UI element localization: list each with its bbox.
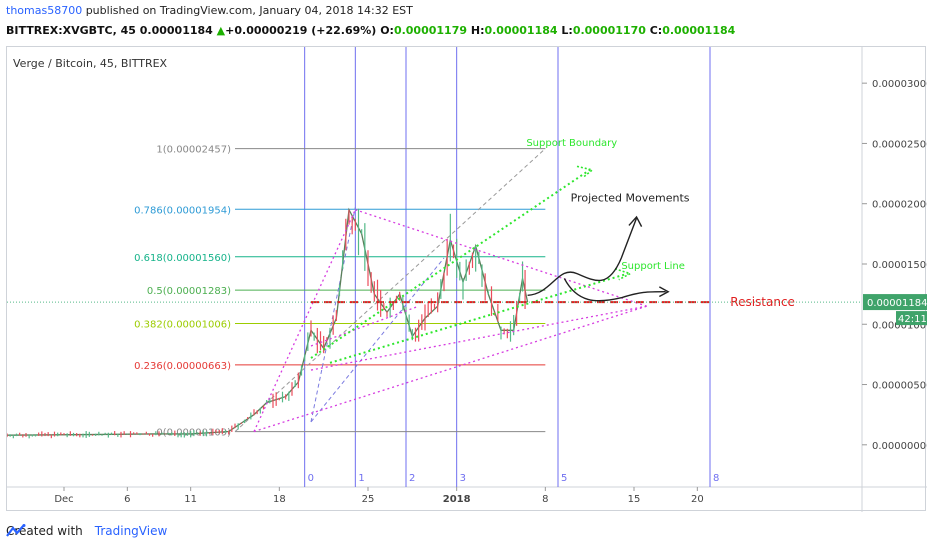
ohlc-bar: BITTREX:XVGBTC, 45 0.00001184 ▲+0.000002… (6, 24, 735, 37)
price-series (7, 207, 529, 436)
fan-line (310, 257, 445, 423)
x-tick-label: 2018 (443, 494, 471, 505)
last-price-tag-label: 0.00001184 (867, 298, 927, 309)
low-label: L: (561, 24, 573, 37)
trend-line-magenta (253, 305, 647, 433)
tradingview-link[interactable]: TradingView (94, 524, 168, 538)
projected-up-arrow-icon (628, 215, 643, 227)
fib-level-label: 0.5(0.00001283) (147, 286, 231, 297)
high-value: 0.00001184 (484, 24, 558, 37)
high-label: H: (470, 24, 485, 37)
trend-line-magenta (310, 305, 419, 347)
chart-canvas[interactable]: Verge / Bitcoin, 45, BITTREX 0.00003000 0.… (7, 47, 927, 512)
x-tick-label: Dec (54, 494, 73, 505)
support-line (329, 272, 628, 364)
y-tick-label: 0.00002500 (872, 139, 927, 150)
fib-time-label: 0 (308, 473, 314, 484)
support-line-arrow-icon (614, 268, 633, 281)
trend-line-magenta (253, 209, 356, 432)
close-label: C: (649, 24, 663, 37)
support-boundary-arrow-icon (576, 165, 594, 178)
x-tick-label: 11 (184, 494, 197, 505)
fib-time-label: 2 (409, 473, 415, 484)
footer: Created with TradingView (6, 524, 167, 538)
price-change: +0.00000219 (+22.69%) (225, 24, 377, 37)
y-tick-label: 0.00003000 (872, 79, 927, 90)
x-tick-label: 25 (362, 494, 375, 505)
low-value: 0.00001170 (572, 24, 646, 37)
y-tick-label: 0.00002000 (872, 200, 927, 211)
resistance-label: Resistance (730, 295, 795, 309)
fib-trend-line (234, 148, 546, 433)
projected-side-arrow-icon (658, 286, 670, 298)
y-tick-label: 0.00000000 (872, 441, 927, 452)
support-boundary-line (310, 169, 591, 359)
x-tick-label: 15 (628, 494, 641, 505)
y-tick-label: 0.00001500 (872, 260, 927, 271)
x-tick-label: 20 (691, 494, 704, 505)
last-price-tag (863, 294, 927, 311)
last-price: 0.00001184 (139, 24, 213, 37)
support-boundary-label: Support Boundary (526, 138, 617, 149)
fib-time-label: 3 (460, 473, 466, 484)
projected-path-up (527, 217, 638, 297)
symbol-label: BITTREX:XVGBTC, 45 (6, 24, 136, 37)
chart-title: Verge / Bitcoin, 45, BITTREX (13, 57, 168, 70)
publish-info: thomas58700 published on TradingView.com… (6, 4, 413, 17)
y-tick-label: 0.00001000 (872, 320, 927, 331)
y-tick-label: 0.00000500 (872, 381, 927, 392)
close-value: 0.00001184 (662, 24, 736, 37)
x-tick-label: 18 (273, 494, 286, 505)
fan-line (310, 207, 356, 423)
fib-level-label: 0.236(0.00000663) (134, 361, 231, 372)
created-with-label: Created with (6, 524, 83, 538)
author-link[interactable]: thomas58700 (6, 4, 83, 17)
fib-level-label: 0.618(0.00001560) (134, 253, 231, 264)
up-arrow-icon: ▲ (216, 24, 226, 37)
fib-level-label: 0.382(0.00001006) (134, 320, 231, 331)
open-value: 0.00001179 (393, 24, 468, 37)
fib-time-label: 5 (561, 473, 567, 484)
published-text: published on TradingView.com, January 04… (85, 4, 413, 17)
trend-line-magenta (310, 305, 647, 371)
trend-line-magenta (355, 209, 647, 307)
countdown-label: 42:11 (898, 314, 927, 325)
fib-time-label: 8 (713, 473, 719, 484)
open-label: O: (380, 24, 394, 37)
chart-panel[interactable]: Verge / Bitcoin, 45, BITTREX 0.00003000 0.… (6, 46, 927, 512)
projected-path-sideways (563, 278, 666, 302)
countdown-tag (896, 311, 927, 326)
x-tick-label: 6 (124, 494, 130, 505)
fib-level-label: 1(0.00002457) (156, 145, 231, 156)
support-line-label: Support Line (621, 261, 685, 272)
fib-time-label: 1 (358, 473, 364, 484)
projected-movements-label: Projected Movements (571, 191, 690, 204)
fib-level-label: 0.786(0.00001954) (134, 205, 231, 216)
x-tick-label: 8 (542, 494, 548, 505)
